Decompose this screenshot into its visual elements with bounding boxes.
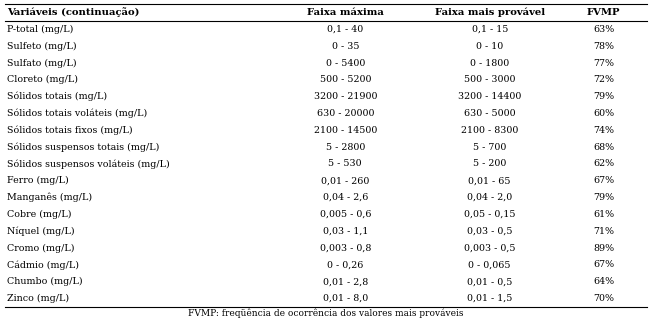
Text: 68%: 68% bbox=[593, 143, 614, 152]
Text: 630 - 5000: 630 - 5000 bbox=[464, 109, 516, 118]
Text: 3200 - 21900: 3200 - 21900 bbox=[314, 92, 377, 101]
Text: 70%: 70% bbox=[593, 294, 614, 303]
Text: Sólidos suspensos totais (mg/L): Sólidos suspensos totais (mg/L) bbox=[7, 142, 159, 152]
Text: 63%: 63% bbox=[593, 25, 614, 34]
Text: FVMP: freqüência de ocorrência dos valores mais prováveis: FVMP: freqüência de ocorrência dos valor… bbox=[188, 309, 464, 318]
Text: 0 - 0,26: 0 - 0,26 bbox=[327, 260, 363, 269]
Text: 64%: 64% bbox=[593, 277, 614, 286]
Text: 62%: 62% bbox=[593, 160, 614, 168]
Text: 78%: 78% bbox=[593, 42, 614, 51]
Text: Cobre (mg/L): Cobre (mg/L) bbox=[7, 210, 72, 219]
Text: 0,1 - 40: 0,1 - 40 bbox=[327, 25, 363, 34]
Text: Cloreto (mg/L): Cloreto (mg/L) bbox=[7, 75, 78, 84]
Text: 72%: 72% bbox=[593, 75, 614, 84]
Text: Sólidos totais voláteis (mg/L): Sólidos totais voláteis (mg/L) bbox=[7, 109, 147, 118]
Text: 0 - 35: 0 - 35 bbox=[331, 42, 359, 51]
Text: 0,1 - 15: 0,1 - 15 bbox=[471, 25, 508, 34]
Text: 89%: 89% bbox=[593, 244, 614, 253]
Text: 0,03 - 1,1: 0,03 - 1,1 bbox=[323, 227, 368, 236]
Text: Sólidos suspensos voláteis (mg/L): Sólidos suspensos voláteis (mg/L) bbox=[7, 159, 170, 169]
Text: Sulfato (mg/L): Sulfato (mg/L) bbox=[7, 58, 77, 68]
Text: 0,01 - 8,0: 0,01 - 8,0 bbox=[323, 294, 368, 303]
Text: 79%: 79% bbox=[593, 92, 614, 101]
Text: 630 - 20000: 630 - 20000 bbox=[316, 109, 374, 118]
Text: 5 - 530: 5 - 530 bbox=[329, 160, 362, 168]
Text: Sólidos totais (mg/L): Sólidos totais (mg/L) bbox=[7, 92, 107, 101]
Text: 74%: 74% bbox=[593, 126, 614, 135]
Text: Cromo (mg/L): Cromo (mg/L) bbox=[7, 243, 74, 253]
Text: 0,03 - 0,5: 0,03 - 0,5 bbox=[467, 227, 512, 236]
Text: 0 - 10: 0 - 10 bbox=[476, 42, 503, 51]
Text: 67%: 67% bbox=[593, 176, 614, 185]
Text: 60%: 60% bbox=[593, 109, 614, 118]
Text: 0,01 - 2,8: 0,01 - 2,8 bbox=[323, 277, 368, 286]
Text: 500 - 3000: 500 - 3000 bbox=[464, 75, 516, 84]
Text: 500 - 5200: 500 - 5200 bbox=[319, 75, 371, 84]
Text: Faixa máxima: Faixa máxima bbox=[307, 8, 383, 17]
Text: 0,003 - 0,5: 0,003 - 0,5 bbox=[464, 244, 516, 253]
Text: Manganês (mg/L): Manganês (mg/L) bbox=[7, 193, 92, 202]
Text: 61%: 61% bbox=[593, 210, 614, 219]
Text: 0,003 - 0,8: 0,003 - 0,8 bbox=[319, 244, 371, 253]
Text: 0,005 - 0,6: 0,005 - 0,6 bbox=[319, 210, 371, 219]
Text: 0,05 - 0,15: 0,05 - 0,15 bbox=[464, 210, 516, 219]
Text: 71%: 71% bbox=[593, 227, 614, 236]
Text: P-total (mg/L): P-total (mg/L) bbox=[7, 25, 74, 34]
Text: Sulfeto (mg/L): Sulfeto (mg/L) bbox=[7, 42, 77, 51]
Text: Ferro (mg/L): Ferro (mg/L) bbox=[7, 176, 68, 185]
Text: 5 - 2800: 5 - 2800 bbox=[325, 143, 365, 152]
Text: 2100 - 14500: 2100 - 14500 bbox=[314, 126, 377, 135]
Text: Cádmio (mg/L): Cádmio (mg/L) bbox=[7, 260, 79, 270]
Text: 0 - 0,065: 0 - 0,065 bbox=[468, 260, 511, 269]
Text: FVMP: FVMP bbox=[587, 8, 621, 17]
Text: Níquel (mg/L): Níquel (mg/L) bbox=[7, 227, 74, 236]
Text: 2100 - 8300: 2100 - 8300 bbox=[461, 126, 518, 135]
Text: Sólidos totais fixos (mg/L): Sólidos totais fixos (mg/L) bbox=[7, 125, 132, 135]
Text: Chumbo (mg/L): Chumbo (mg/L) bbox=[7, 277, 83, 286]
Text: Zinco (mg/L): Zinco (mg/L) bbox=[7, 294, 69, 303]
Text: 0,01 - 0,5: 0,01 - 0,5 bbox=[467, 277, 512, 286]
Text: Variáveis (continuação): Variáveis (continuação) bbox=[7, 7, 140, 18]
Text: Faixa mais provável: Faixa mais provável bbox=[435, 8, 545, 17]
Text: 0 - 1800: 0 - 1800 bbox=[470, 58, 509, 68]
Text: 5 - 700: 5 - 700 bbox=[473, 143, 507, 152]
Text: 77%: 77% bbox=[593, 58, 614, 68]
Text: 5 - 200: 5 - 200 bbox=[473, 160, 507, 168]
Text: 0,01 - 260: 0,01 - 260 bbox=[321, 176, 370, 185]
Text: 3200 - 14400: 3200 - 14400 bbox=[458, 92, 522, 101]
Text: 0,01 - 1,5: 0,01 - 1,5 bbox=[467, 294, 512, 303]
Text: 0,04 - 2,6: 0,04 - 2,6 bbox=[323, 193, 368, 202]
Text: 0 - 5400: 0 - 5400 bbox=[325, 58, 365, 68]
Text: 67%: 67% bbox=[593, 260, 614, 269]
Text: 0,01 - 65: 0,01 - 65 bbox=[468, 176, 511, 185]
Text: 0,04 - 2,0: 0,04 - 2,0 bbox=[467, 193, 512, 202]
Text: 79%: 79% bbox=[593, 193, 614, 202]
